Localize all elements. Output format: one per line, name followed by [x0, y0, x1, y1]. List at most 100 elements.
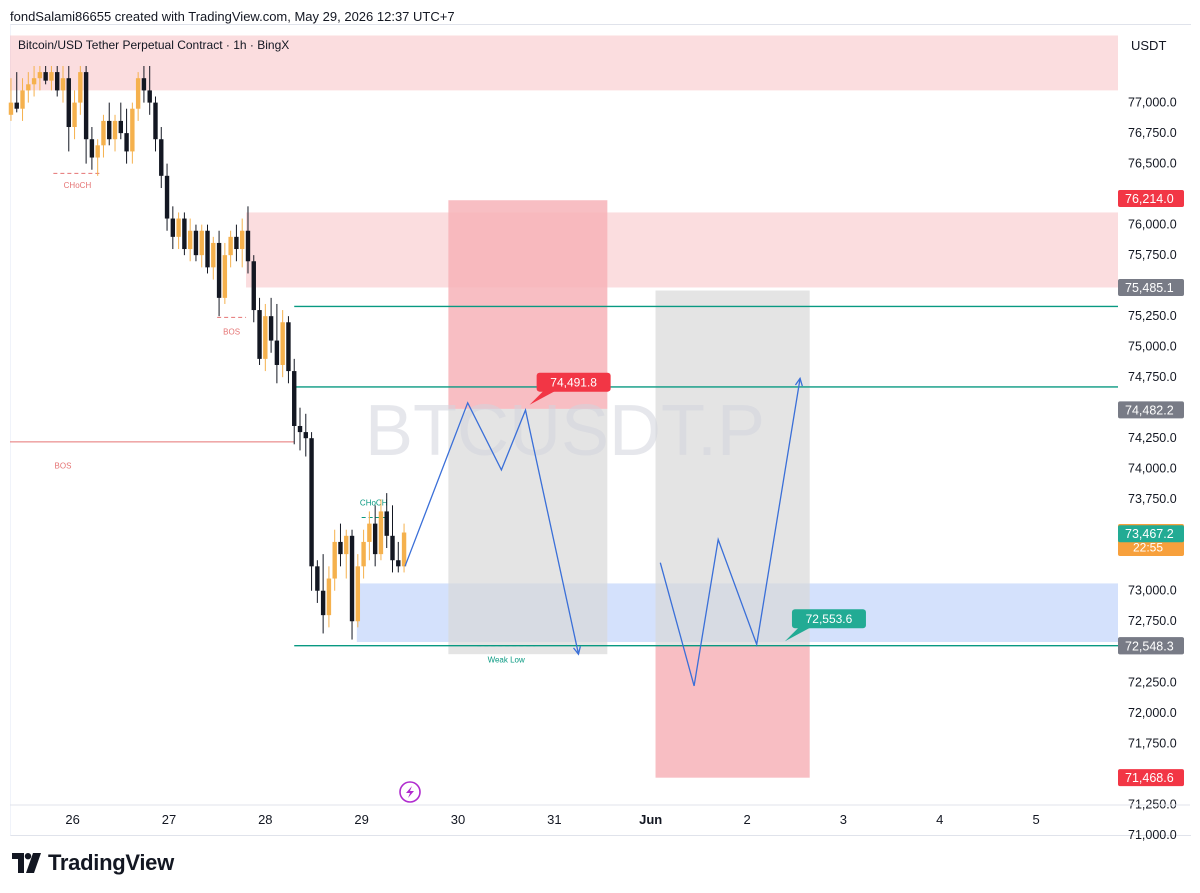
candle-body-2	[20, 90, 25, 109]
price-tick-5: 72,750.0	[1128, 614, 1177, 628]
price-tick-15: 76,500.0	[1128, 157, 1177, 171]
candle-body-67	[396, 560, 401, 567]
price-tick-6: 73,000.0	[1128, 584, 1177, 598]
price-label-2	[1118, 401, 1184, 419]
time-tick-7: 2	[743, 812, 750, 827]
candle-body-37	[222, 255, 228, 298]
candle-body-22	[135, 78, 141, 109]
currency-label: USDT	[1131, 38, 1166, 53]
price-tick-9: 74,250.0	[1128, 431, 1177, 445]
price-tick-13: 75,750.0	[1128, 248, 1177, 262]
candle-body-51	[303, 432, 308, 439]
candles-layer	[8, 66, 407, 640]
candle-body-6	[43, 72, 48, 81]
tradingview-wordmark: TradingView	[48, 850, 174, 875]
candle-body-20	[124, 133, 129, 152]
structure-layer: CHoCH BOS BOS CHoCH Weak Low	[10, 172, 536, 665]
price-label-sub-3: 22:55	[1133, 541, 1163, 555]
projection-path-1	[404, 401, 580, 655]
structure-label-0: CHoCH	[64, 181, 92, 190]
price-badge-0	[536, 372, 611, 392]
price-tick-7: 73,750.0	[1128, 492, 1177, 506]
candle-body-52	[309, 438, 314, 567]
candle-body-18	[112, 120, 118, 140]
price-badge-text-0: 74,491.8	[550, 376, 597, 390]
candle-body-40	[239, 230, 245, 250]
candle-body-11	[72, 102, 77, 128]
projection-arrow-1	[573, 646, 581, 656]
structure-label-2: BOS	[223, 327, 240, 336]
time-axis: 26 27 28 29 30 31 Jun 2 3 4 5	[10, 804, 1190, 827]
candle-body-47	[280, 322, 285, 365]
tradingview-logo-icon	[12, 853, 41, 873]
symbol-watermark: BTCUSDT.P	[365, 391, 765, 471]
projection-path-2	[659, 378, 801, 687]
candle-body-9	[60, 78, 66, 91]
price-label-text-7: 71,468.6	[1125, 771, 1174, 785]
projection-arrow-2	[794, 376, 803, 387]
zone-red-0	[10, 35, 1118, 91]
candle-body-19	[118, 120, 123, 134]
candle-body-0	[8, 102, 14, 115]
candle-body-7	[49, 72, 54, 81]
zone-grey-5	[655, 290, 810, 646]
price-badge-text-1: 72,553.6	[806, 612, 853, 626]
candle-body-32	[193, 230, 199, 256]
candle-body-4	[31, 78, 37, 85]
price-tick-3: 72,000.0	[1128, 706, 1177, 720]
price-tick-4: 72,250.0	[1128, 675, 1177, 689]
candle-body-12	[78, 72, 83, 103]
price-tick-14: 76,000.0	[1128, 218, 1177, 232]
candle-body-27	[164, 175, 170, 219]
price-label-text-1: 75,485.1	[1125, 281, 1174, 295]
candle-body-30	[182, 218, 187, 250]
price-tick-0: 71,000.0	[1128, 828, 1177, 842]
candle-body-48	[286, 322, 291, 372]
time-tick-0: 26	[65, 812, 79, 827]
chart-frame[interactable]	[10, 24, 1191, 836]
price-badge-pointer-0	[529, 390, 556, 405]
structure-label-1: BOS	[55, 462, 72, 471]
price-labels-layer: 76,214.075,485.174,482.273,477.122:5573,…	[1118, 190, 1184, 787]
levels-layer	[294, 305, 1118, 647]
candle-body-1	[14, 102, 19, 109]
candle-body-57	[338, 541, 343, 555]
candle-body-61	[361, 541, 366, 567]
candle-body-56	[332, 541, 337, 579]
price-label-7	[1118, 769, 1184, 787]
price-label-text-2: 74,482.2	[1125, 403, 1174, 417]
price-badge-pointer-1	[784, 627, 811, 642]
candle-body-15	[95, 145, 100, 158]
tradingview-logo[interactable]: TradingView	[12, 848, 174, 878]
time-tick-9: 4	[936, 812, 943, 827]
symbol-title: Bitcoin/USD Tether Perpetual Contract · …	[18, 38, 290, 52]
candle-body-42	[251, 261, 256, 311]
time-tick-1: 27	[162, 812, 176, 827]
candle-body-35	[211, 242, 216, 268]
candle-body-21	[130, 108, 135, 152]
candle-body-24	[147, 90, 152, 103]
price-label-text-0: 76,214.0	[1125, 192, 1174, 206]
price-tick-17: 77,000.0	[1128, 96, 1177, 110]
zone-grey-4	[448, 408, 608, 655]
price-label-0	[1118, 190, 1184, 208]
candle-body-65	[384, 511, 389, 536]
candle-body-53	[315, 566, 320, 591]
price-badge-1	[791, 609, 866, 629]
price-tick-16: 76,750.0	[1128, 126, 1177, 140]
lightning-icon[interactable]	[399, 781, 421, 803]
candle-body-59	[349, 535, 355, 622]
time-tick-4: 30	[451, 812, 465, 827]
candle-body-64	[378, 511, 384, 555]
candle-body-44	[263, 316, 268, 359]
candle-body-34	[205, 230, 210, 268]
watermark-layer: BTCUSDT.P	[365, 391, 765, 471]
paths-layer	[404, 376, 803, 687]
candle-body-31	[187, 230, 193, 250]
structure-label-3: CHoCH	[360, 498, 388, 507]
time-tick-10: 5	[1032, 812, 1039, 827]
candle-body-62	[367, 523, 372, 542]
candle-body-45	[268, 316, 274, 341]
price-label-text-4: 73,467.2	[1125, 527, 1174, 541]
